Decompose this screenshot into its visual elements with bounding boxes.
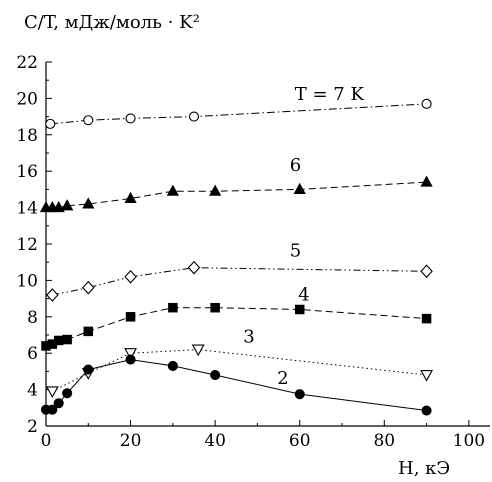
y-tick-label: 20 bbox=[16, 89, 38, 109]
series-line bbox=[46, 359, 427, 411]
data-point bbox=[167, 360, 178, 371]
x-tick-label: 0 bbox=[41, 431, 52, 451]
series-1 bbox=[39, 175, 433, 213]
series-0 bbox=[45, 98, 432, 129]
data-point bbox=[420, 175, 433, 187]
data-point bbox=[45, 386, 59, 399]
data-point bbox=[294, 389, 305, 400]
data-point bbox=[83, 115, 94, 126]
y-tick-label: 14 bbox=[16, 199, 38, 219]
data-point bbox=[124, 348, 138, 360]
data-point bbox=[82, 280, 95, 295]
data-point bbox=[421, 405, 432, 416]
x-tick-label: 20 bbox=[120, 431, 142, 451]
y-ticks: 2 4 6 8 10 12 14 16 18 20 22 bbox=[16, 53, 52, 437]
x-tick-label: 60 bbox=[289, 431, 311, 451]
data-point bbox=[125, 312, 136, 322]
data-point bbox=[188, 111, 200, 122]
series-3 bbox=[41, 302, 432, 351]
series-2 bbox=[46, 260, 433, 302]
data-point bbox=[124, 191, 137, 204]
data-point bbox=[53, 335, 64, 346]
series-group bbox=[39, 98, 434, 416]
data-point bbox=[125, 113, 136, 124]
x-tick-label: 40 bbox=[204, 431, 226, 451]
data-point bbox=[83, 364, 94, 375]
data-point bbox=[191, 344, 205, 357]
data-point bbox=[210, 369, 221, 381]
series-4 bbox=[45, 344, 434, 399]
data-point bbox=[52, 200, 65, 213]
data-point bbox=[187, 260, 201, 275]
data-point bbox=[46, 288, 59, 302]
series-line bbox=[45, 307, 427, 347]
series-line bbox=[52, 267, 427, 296]
y-tick-label: 8 bbox=[27, 308, 38, 328]
x-ticks: 0 20 40 60 80 100 bbox=[41, 420, 485, 451]
y-tick-label: 22 bbox=[16, 53, 38, 73]
data-point bbox=[421, 98, 432, 109]
data-point bbox=[61, 199, 74, 211]
data-point bbox=[124, 269, 137, 284]
series-label: 2 bbox=[277, 368, 288, 389]
x-tick-label: 100 bbox=[453, 431, 485, 451]
series-label: 4 bbox=[298, 284, 309, 305]
data-point bbox=[82, 197, 95, 209]
series-line bbox=[50, 103, 427, 125]
data-point bbox=[83, 326, 94, 337]
x-axis-title: H, кЭ bbox=[398, 458, 450, 479]
data-point bbox=[166, 184, 179, 196]
data-point bbox=[47, 404, 58, 415]
series-label: 3 bbox=[243, 326, 254, 347]
y-tick-label: 12 bbox=[16, 235, 38, 255]
data-point bbox=[168, 302, 178, 313]
data-point bbox=[421, 313, 432, 324]
data-point bbox=[420, 369, 434, 382]
series-line bbox=[46, 181, 427, 209]
y-tick-label: 10 bbox=[16, 271, 38, 291]
y-tick-label: 6 bbox=[27, 344, 38, 364]
y-axis-title: C/T, мДж/моль · K² bbox=[24, 12, 200, 33]
series-label: T = 7 K bbox=[295, 84, 365, 105]
y-tick-label: 16 bbox=[16, 162, 38, 182]
series-5 bbox=[40, 354, 432, 416]
data-point bbox=[62, 388, 73, 399]
data-point bbox=[125, 354, 136, 365]
x-tick-label: 80 bbox=[373, 431, 395, 451]
y-tick-label: 4 bbox=[27, 381, 38, 401]
data-point bbox=[293, 182, 306, 194]
series-labels: T = 7 K 6 5 4 3 2 bbox=[243, 84, 364, 389]
data-point bbox=[209, 184, 222, 196]
series-label: 5 bbox=[290, 241, 301, 262]
y-tick-label: 18 bbox=[16, 126, 38, 146]
data-point bbox=[53, 398, 64, 409]
data-point bbox=[45, 118, 56, 129]
data-point bbox=[420, 264, 433, 279]
y-tick-label: 2 bbox=[27, 417, 38, 437]
data-point bbox=[62, 334, 72, 345]
series-line bbox=[52, 349, 427, 392]
data-point bbox=[210, 302, 220, 313]
data-point bbox=[294, 304, 305, 315]
series-label: 6 bbox=[290, 155, 301, 176]
